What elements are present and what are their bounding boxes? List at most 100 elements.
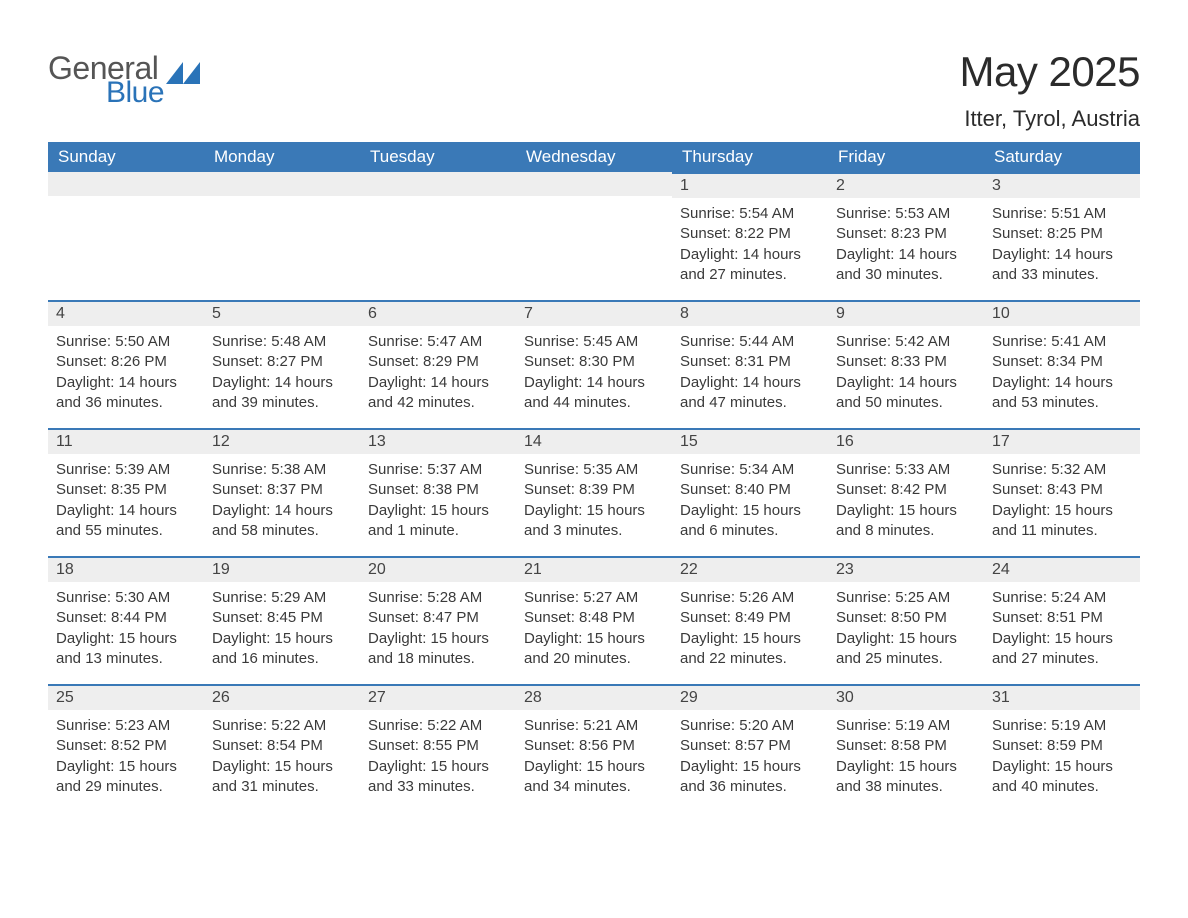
day-number: 20	[360, 556, 516, 582]
daylight-line: Daylight: 14 hours and 27 minutes.	[680, 245, 820, 286]
sunset-line: Sunset: 8:38 PM	[368, 480, 508, 500]
day-number: 6	[360, 300, 516, 326]
calendar-day-cell: 11Sunrise: 5:39 AMSunset: 8:35 PMDayligh…	[48, 428, 204, 556]
sunrise-line: Sunrise: 5:24 AM	[992, 588, 1132, 608]
daylight-line: Daylight: 15 hours and 20 minutes.	[524, 629, 664, 670]
daylight-line: Daylight: 15 hours and 13 minutes.	[56, 629, 196, 670]
day-details: Sunrise: 5:37 AMSunset: 8:38 PMDaylight:…	[360, 454, 516, 545]
calendar-day-cell: 4Sunrise: 5:50 AMSunset: 8:26 PMDaylight…	[48, 300, 204, 428]
sunset-line: Sunset: 8:42 PM	[836, 480, 976, 500]
sunrise-line: Sunrise: 5:33 AM	[836, 460, 976, 480]
sunset-line: Sunset: 8:54 PM	[212, 736, 352, 756]
sunset-line: Sunset: 8:30 PM	[524, 352, 664, 372]
sunrise-line: Sunrise: 5:47 AM	[368, 332, 508, 352]
daylight-line: Daylight: 15 hours and 40 minutes.	[992, 757, 1132, 798]
calendar-day-cell: 26Sunrise: 5:22 AMSunset: 8:54 PMDayligh…	[204, 684, 360, 801]
daylight-line: Daylight: 14 hours and 30 minutes.	[836, 245, 976, 286]
sunrise-line: Sunrise: 5:42 AM	[836, 332, 976, 352]
sunset-line: Sunset: 8:52 PM	[56, 736, 196, 756]
day-details: Sunrise: 5:53 AMSunset: 8:23 PMDaylight:…	[828, 198, 984, 289]
day-number: 31	[984, 684, 1140, 710]
day-details: Sunrise: 5:19 AMSunset: 8:59 PMDaylight:…	[984, 710, 1140, 801]
sunrise-line: Sunrise: 5:26 AM	[680, 588, 820, 608]
sunset-line: Sunset: 8:27 PM	[212, 352, 352, 372]
calendar-day-cell	[48, 172, 204, 300]
daylight-line: Daylight: 14 hours and 36 minutes.	[56, 373, 196, 414]
daylight-line: Daylight: 15 hours and 22 minutes.	[680, 629, 820, 670]
sunrise-line: Sunrise: 5:28 AM	[368, 588, 508, 608]
calendar-day-cell: 18Sunrise: 5:30 AMSunset: 8:44 PMDayligh…	[48, 556, 204, 684]
day-number: 28	[516, 684, 672, 710]
day-details: Sunrise: 5:38 AMSunset: 8:37 PMDaylight:…	[204, 454, 360, 545]
day-details: Sunrise: 5:47 AMSunset: 8:29 PMDaylight:…	[360, 326, 516, 417]
daylight-line: Daylight: 14 hours and 42 minutes.	[368, 373, 508, 414]
calendar-table: SundayMondayTuesdayWednesdayThursdayFrid…	[48, 142, 1140, 801]
calendar-day-cell: 24Sunrise: 5:24 AMSunset: 8:51 PMDayligh…	[984, 556, 1140, 684]
brand-logo: General Blue	[48, 52, 200, 108]
sunset-line: Sunset: 8:35 PM	[56, 480, 196, 500]
day-number: 9	[828, 300, 984, 326]
calendar-week-row: 11Sunrise: 5:39 AMSunset: 8:35 PMDayligh…	[48, 428, 1140, 556]
day-number: 4	[48, 300, 204, 326]
sunrise-line: Sunrise: 5:48 AM	[212, 332, 352, 352]
day-details: Sunrise: 5:25 AMSunset: 8:50 PMDaylight:…	[828, 582, 984, 673]
sunrise-line: Sunrise: 5:20 AM	[680, 716, 820, 736]
weekday-header: Wednesday	[516, 142, 672, 172]
daylight-line: Daylight: 15 hours and 18 minutes.	[368, 629, 508, 670]
day-details: Sunrise: 5:51 AMSunset: 8:25 PMDaylight:…	[984, 198, 1140, 289]
sunset-line: Sunset: 8:58 PM	[836, 736, 976, 756]
day-details: Sunrise: 5:28 AMSunset: 8:47 PMDaylight:…	[360, 582, 516, 673]
brand-text: General Blue	[48, 52, 164, 108]
sunset-line: Sunset: 8:39 PM	[524, 480, 664, 500]
sunset-line: Sunset: 8:25 PM	[992, 224, 1132, 244]
calendar-day-cell: 28Sunrise: 5:21 AMSunset: 8:56 PMDayligh…	[516, 684, 672, 801]
calendar-day-cell: 25Sunrise: 5:23 AMSunset: 8:52 PMDayligh…	[48, 684, 204, 801]
day-details: Sunrise: 5:32 AMSunset: 8:43 PMDaylight:…	[984, 454, 1140, 545]
sunrise-line: Sunrise: 5:27 AM	[524, 588, 664, 608]
day-details: Sunrise: 5:30 AMSunset: 8:44 PMDaylight:…	[48, 582, 204, 673]
empty-day-strip	[516, 172, 672, 196]
day-details: Sunrise: 5:45 AMSunset: 8:30 PMDaylight:…	[516, 326, 672, 417]
calendar-week-row: 18Sunrise: 5:30 AMSunset: 8:44 PMDayligh…	[48, 556, 1140, 684]
calendar-day-cell: 30Sunrise: 5:19 AMSunset: 8:58 PMDayligh…	[828, 684, 984, 801]
sunrise-line: Sunrise: 5:23 AM	[56, 716, 196, 736]
calendar-day-cell: 31Sunrise: 5:19 AMSunset: 8:59 PMDayligh…	[984, 684, 1140, 801]
calendar-header-row: SundayMondayTuesdayWednesdayThursdayFrid…	[48, 142, 1140, 172]
sunrise-line: Sunrise: 5:22 AM	[368, 716, 508, 736]
daylight-line: Daylight: 15 hours and 29 minutes.	[56, 757, 196, 798]
day-number: 5	[204, 300, 360, 326]
sunrise-line: Sunrise: 5:19 AM	[836, 716, 976, 736]
sunset-line: Sunset: 8:49 PM	[680, 608, 820, 628]
sunrise-line: Sunrise: 5:34 AM	[680, 460, 820, 480]
daylight-line: Daylight: 14 hours and 33 minutes.	[992, 245, 1132, 286]
calendar-day-cell: 10Sunrise: 5:41 AMSunset: 8:34 PMDayligh…	[984, 300, 1140, 428]
sunset-line: Sunset: 8:51 PM	[992, 608, 1132, 628]
day-details: Sunrise: 5:23 AMSunset: 8:52 PMDaylight:…	[48, 710, 204, 801]
sunset-line: Sunset: 8:48 PM	[524, 608, 664, 628]
daylight-line: Daylight: 15 hours and 38 minutes.	[836, 757, 976, 798]
calendar-day-cell	[516, 172, 672, 300]
sunset-line: Sunset: 8:31 PM	[680, 352, 820, 372]
sunset-line: Sunset: 8:22 PM	[680, 224, 820, 244]
sunset-line: Sunset: 8:55 PM	[368, 736, 508, 756]
calendar-day-cell: 27Sunrise: 5:22 AMSunset: 8:55 PMDayligh…	[360, 684, 516, 801]
day-number: 30	[828, 684, 984, 710]
day-details: Sunrise: 5:21 AMSunset: 8:56 PMDaylight:…	[516, 710, 672, 801]
sunrise-line: Sunrise: 5:39 AM	[56, 460, 196, 480]
day-number: 8	[672, 300, 828, 326]
sunrise-line: Sunrise: 5:22 AM	[212, 716, 352, 736]
daylight-line: Daylight: 15 hours and 1 minute.	[368, 501, 508, 542]
calendar-day-cell: 9Sunrise: 5:42 AMSunset: 8:33 PMDaylight…	[828, 300, 984, 428]
weekday-header: Saturday	[984, 142, 1140, 172]
brand-triangle-icon	[166, 62, 200, 84]
calendar-day-cell: 7Sunrise: 5:45 AMSunset: 8:30 PMDaylight…	[516, 300, 672, 428]
sunrise-line: Sunrise: 5:44 AM	[680, 332, 820, 352]
daylight-line: Daylight: 14 hours and 47 minutes.	[680, 373, 820, 414]
day-details: Sunrise: 5:50 AMSunset: 8:26 PMDaylight:…	[48, 326, 204, 417]
brand-line2: Blue	[106, 78, 164, 108]
calendar-day-cell	[204, 172, 360, 300]
sunrise-line: Sunrise: 5:45 AM	[524, 332, 664, 352]
sunset-line: Sunset: 8:56 PM	[524, 736, 664, 756]
day-details: Sunrise: 5:19 AMSunset: 8:58 PMDaylight:…	[828, 710, 984, 801]
sunset-line: Sunset: 8:47 PM	[368, 608, 508, 628]
